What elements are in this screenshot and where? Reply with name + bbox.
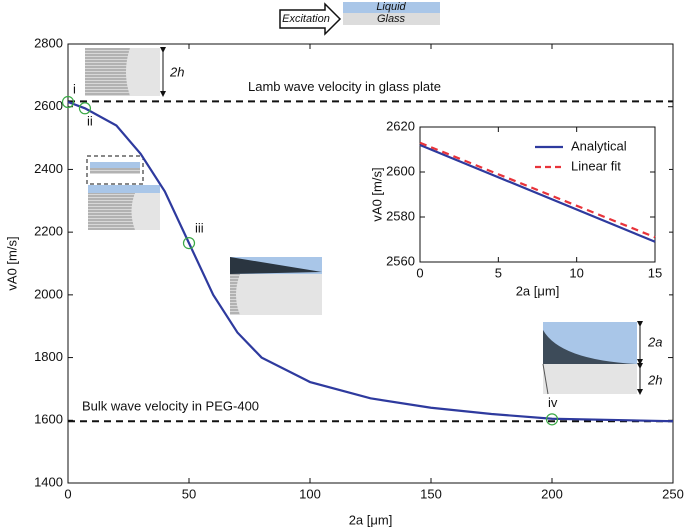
y-tick-label: 2560 xyxy=(386,253,415,268)
mode-shape-iii-decay xyxy=(230,257,322,274)
x-tick-label: 5 xyxy=(495,265,502,280)
series-line xyxy=(419,143,656,243)
y-tick-label: 2620 xyxy=(386,118,415,133)
x-tick-label: 100 xyxy=(299,486,321,501)
legend-label: Analytical xyxy=(571,138,627,153)
mode-shape-ii-zoom-liquid xyxy=(88,185,160,193)
y-tick-label: 2400 xyxy=(34,161,63,176)
y-tick-label: 2600 xyxy=(386,163,415,178)
mode-profile xyxy=(236,274,322,315)
inset-background xyxy=(372,117,669,302)
plot-frame xyxy=(419,126,656,263)
point-marker xyxy=(61,95,75,109)
mode-profile xyxy=(126,48,160,96)
excitation-schematic: Excitation Liquid Glass xyxy=(279,1,440,36)
zoom-box xyxy=(86,155,144,185)
plot-frame xyxy=(67,43,674,484)
mode-shape-iv-decay xyxy=(543,330,637,364)
point-label: iv xyxy=(548,395,558,410)
thickness-label: 2h xyxy=(169,64,184,79)
y-tick-label: 1800 xyxy=(34,349,63,364)
x-tick-label: 50 xyxy=(182,486,196,501)
point-label: ii xyxy=(87,114,93,129)
liquid-thickness-label: 2a xyxy=(647,334,662,349)
reference-label: Bulk wave velocity in PEG-400 xyxy=(82,399,259,414)
mode-profile xyxy=(131,193,160,230)
y-tick-label: 2580 xyxy=(386,208,415,223)
point-marker xyxy=(182,237,196,250)
y-tick-label: 2000 xyxy=(34,286,63,301)
x-tick-label: 0 xyxy=(64,486,71,501)
series-line xyxy=(67,100,674,423)
mode-shapes: 2h 2a 2h xyxy=(85,47,662,395)
mode-shape-ii-liquid xyxy=(90,162,140,168)
x-axis-label: 2a [μm] xyxy=(516,283,560,298)
excitation-arrow xyxy=(279,2,342,36)
glass-thickness-label: 2h xyxy=(647,372,662,387)
mode-profile xyxy=(542,363,549,395)
x-tick-label: 10 xyxy=(569,265,583,280)
x-tick-label: 200 xyxy=(541,486,563,501)
y-tick-label: 2600 xyxy=(34,98,63,113)
glass-label: Glass xyxy=(377,13,406,25)
mode-shape-ii xyxy=(90,168,140,174)
mode-shape-iv xyxy=(543,364,637,394)
x-tick-label: 250 xyxy=(662,486,684,501)
y-axis-label: vA0 [m/s] xyxy=(4,236,19,290)
liquid-layer xyxy=(343,2,440,13)
x-axis-label: 2a [μm] xyxy=(349,512,393,527)
point-marker xyxy=(545,413,559,426)
point-label: i xyxy=(73,81,76,96)
y-tick-label: 2200 xyxy=(34,224,63,239)
liquid-label: Liquid xyxy=(376,1,406,13)
glass-layer xyxy=(343,13,440,25)
series-line xyxy=(419,141,656,239)
reference-label: Lamb wave velocity in glass plate xyxy=(248,79,441,94)
point-marker xyxy=(78,102,92,115)
y-tick-label: 1600 xyxy=(34,412,63,427)
x-tick-label: 15 xyxy=(648,265,662,280)
y-tick-label: 1400 xyxy=(34,474,63,489)
x-tick-label: 0 xyxy=(416,265,423,280)
legend-label: Linear fit xyxy=(571,158,621,173)
excitation-label: Excitation xyxy=(282,13,330,25)
point-label: iii xyxy=(195,221,204,236)
y-tick-label: 2800 xyxy=(34,35,63,50)
y-axis-label: vA0 [m/s] xyxy=(369,167,384,221)
x-tick-label: 150 xyxy=(420,486,442,501)
